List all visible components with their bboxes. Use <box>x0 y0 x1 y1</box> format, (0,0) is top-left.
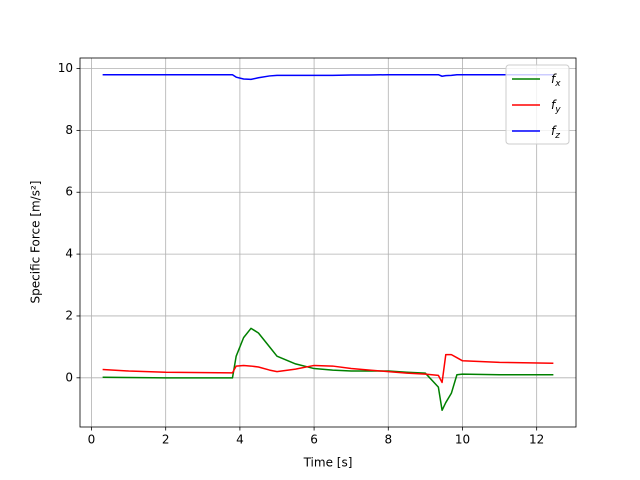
plot-frame <box>79 57 577 428</box>
y-tick-label: 0 <box>65 370 73 384</box>
x-tick-label: 8 <box>384 433 392 447</box>
y-tick-label: 2 <box>65 308 73 322</box>
series-line <box>102 353 554 384</box>
x-tick-label: 0 <box>88 433 96 447</box>
y-axis-label: Specific Force [m/s²] <box>29 181 43 304</box>
legend-label: fy <box>551 98 561 115</box>
x-tick-label: 10 <box>455 433 470 447</box>
y-tick-label: 8 <box>65 123 73 137</box>
x-tick-label: 12 <box>529 433 544 447</box>
series-line <box>102 73 554 81</box>
x-tick-label: 2 <box>162 433 170 447</box>
x-tick-label: 4 <box>236 433 244 447</box>
x-axis-label: Time [s] <box>303 456 353 470</box>
series-line <box>102 327 554 412</box>
x-tick-label: 6 <box>310 433 318 447</box>
legend-label: fx <box>551 72 561 89</box>
y-tick-label: 6 <box>65 185 73 199</box>
legend-label: fz <box>551 124 560 141</box>
y-tick-label: 4 <box>65 247 73 261</box>
y-tick-label: 10 <box>58 61 73 75</box>
